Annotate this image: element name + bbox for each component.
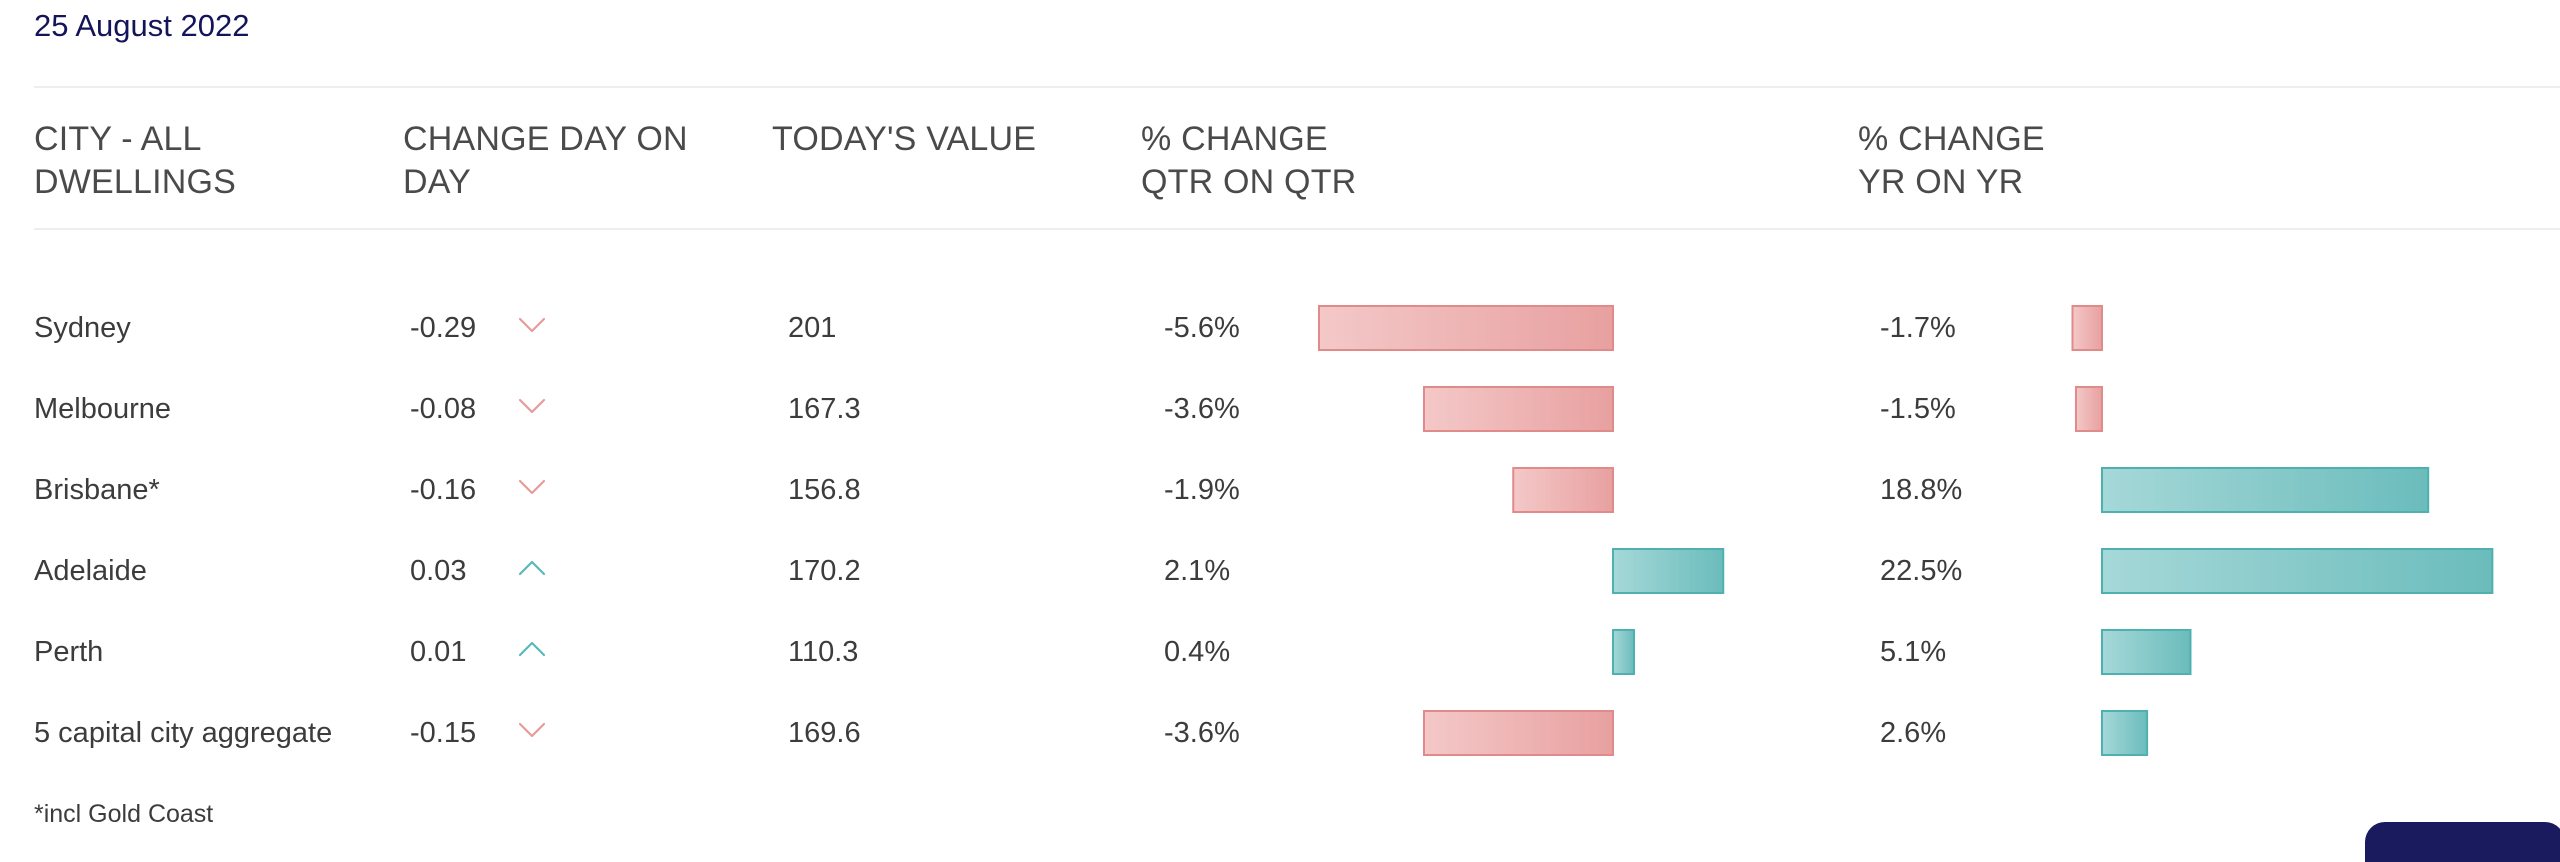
yr-change-bar bbox=[2074, 386, 2104, 432]
qtr-change-bar bbox=[1512, 467, 1614, 513]
chevron-up-icon bbox=[518, 639, 546, 659]
header-change-day-line1: CHANGE DAY ON bbox=[403, 120, 688, 158]
qtr-change-bar bbox=[1612, 629, 1635, 675]
city-name: Melbourne bbox=[34, 393, 172, 425]
city-name: Brisbane* bbox=[34, 474, 160, 506]
table-row: Adelaide 0.03 170.2 2.1% 22.5% bbox=[0, 531, 2560, 612]
yr-change-bar bbox=[2101, 629, 2192, 675]
city-name: 5 capital city aggregate bbox=[34, 717, 333, 749]
yr-change-bar bbox=[2101, 548, 2494, 594]
yr-change-label: 18.8% bbox=[1880, 474, 1963, 506]
table-row: Perth 0.01 110.3 0.4% 5.1% bbox=[0, 612, 2560, 693]
header-todays-value-line1: TODAY'S VALUE bbox=[772, 120, 1037, 158]
header-city: CITY - ALL DWELLINGS bbox=[34, 118, 236, 204]
table-row: Melbourne -0.08 167.3 -3.6% -1.5% bbox=[0, 369, 2560, 450]
day-change-value: -0.16 bbox=[410, 474, 477, 506]
header-change-day-line2: DAY bbox=[403, 163, 471, 201]
header-qtr-line1: % CHANGE bbox=[1141, 120, 1328, 158]
header-yr-line2: YR ON YR bbox=[1858, 163, 2024, 201]
table-row: Brisbane* -0.16 156.8 -1.9% 18.8% bbox=[0, 450, 2560, 531]
chevron-down-icon bbox=[518, 477, 546, 497]
city-name: Sydney bbox=[34, 312, 131, 344]
todays-value: 110.3 bbox=[788, 636, 859, 668]
qtr-change-bar bbox=[1423, 386, 1614, 432]
bar-chart-layer bbox=[1318, 305, 2494, 756]
yr-change-bar bbox=[2071, 305, 2103, 351]
yr-change-label: -1.5% bbox=[1880, 393, 1956, 425]
todays-value: 156.8 bbox=[788, 474, 861, 506]
qtr-change-label: 2.1% bbox=[1164, 555, 1231, 587]
header-city-line2: DWELLINGS bbox=[34, 163, 237, 201]
chevron-down-icon bbox=[518, 315, 546, 335]
chevron-up-icon bbox=[518, 558, 546, 578]
qtr-change-bar bbox=[1423, 710, 1614, 756]
header-qtr: % CHANGE QTR ON QTR bbox=[1141, 118, 1356, 204]
table-row: Sydney -0.29 201 -5.6% -1.7% bbox=[0, 288, 2560, 369]
top-divider bbox=[34, 86, 2560, 88]
day-change-value: 0.01 bbox=[410, 636, 467, 668]
table-row: 5 capital city aggregate -0.15 169.6 -3.6% 2… bbox=[0, 693, 2560, 774]
qtr-change-label: -5.6% bbox=[1164, 312, 1240, 344]
day-change-value: -0.08 bbox=[410, 393, 477, 425]
footnote: *incl Gold Coast bbox=[34, 800, 214, 828]
todays-value: 201 bbox=[788, 312, 837, 344]
header-change-day: CHANGE DAY ON DAY bbox=[403, 118, 688, 204]
yr-change-label: 2.6% bbox=[1880, 717, 1947, 749]
yr-change-label: -1.7% bbox=[1880, 312, 1956, 344]
header-city-line1: CITY - ALL bbox=[34, 120, 202, 158]
yr-change-bar bbox=[2101, 710, 2149, 756]
yr-change-label: 22.5% bbox=[1880, 555, 1963, 587]
qtr-change-label: -3.6% bbox=[1164, 717, 1240, 749]
date-label: 25 August 2022 bbox=[34, 8, 250, 43]
todays-value: 170.2 bbox=[788, 555, 861, 587]
qtr-change-label: 0.4% bbox=[1164, 636, 1231, 668]
header-qtr-line2: QTR ON QTR bbox=[1141, 163, 1357, 201]
yr-change-label: 5.1% bbox=[1880, 636, 1947, 668]
chevron-down-icon bbox=[518, 720, 546, 740]
qtr-change-bar bbox=[1318, 305, 1614, 351]
yr-change-bar bbox=[2101, 467, 2430, 513]
header-yr: % CHANGE YR ON YR bbox=[1858, 118, 2045, 204]
todays-value: 169.6 bbox=[788, 717, 861, 749]
qtr-change-bar bbox=[1612, 548, 1725, 594]
city-name: Perth bbox=[34, 636, 104, 668]
city-name: Adelaide bbox=[34, 555, 147, 587]
header-yr-line1: % CHANGE bbox=[1858, 120, 2045, 158]
chevron-down-icon bbox=[518, 396, 546, 416]
header-divider bbox=[34, 228, 2560, 230]
qtr-change-label: -1.9% bbox=[1164, 474, 1240, 506]
corner-button[interactable] bbox=[2365, 822, 2560, 862]
day-change-value: -0.15 bbox=[410, 717, 477, 749]
day-change-value: -0.29 bbox=[410, 312, 477, 344]
todays-value: 167.3 bbox=[788, 393, 861, 425]
day-change-value: 0.03 bbox=[410, 555, 467, 587]
qtr-change-label: -3.6% bbox=[1164, 393, 1240, 425]
header-todays-value: TODAY'S VALUE bbox=[772, 118, 1036, 161]
